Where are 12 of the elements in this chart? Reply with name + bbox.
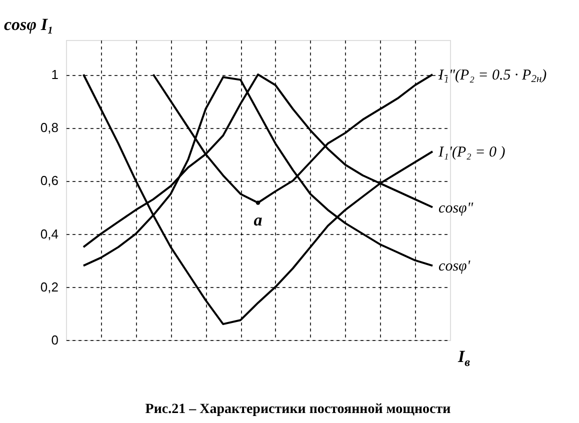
series-label: I₁'(P₂ = 0 ) (438, 144, 506, 161)
y-tick-label: 0,2 (40, 279, 58, 294)
y-tick-label: 0,6 (40, 173, 58, 188)
series-label: cosφ" (438, 200, 474, 216)
annotation: a (254, 210, 263, 230)
text: Рис.21 – Характеристики постоянной мощности (145, 402, 451, 417)
y-tick-label: 1 (51, 67, 58, 82)
y-tick-label: 0 (51, 332, 58, 348)
y-tick-label: 0,8 (40, 120, 58, 136)
y-tick-label: 0,4 (40, 226, 58, 242)
series-label: cosφ' (438, 258, 471, 275)
y-axis-title: cosφ I₁ (4, 15, 54, 34)
